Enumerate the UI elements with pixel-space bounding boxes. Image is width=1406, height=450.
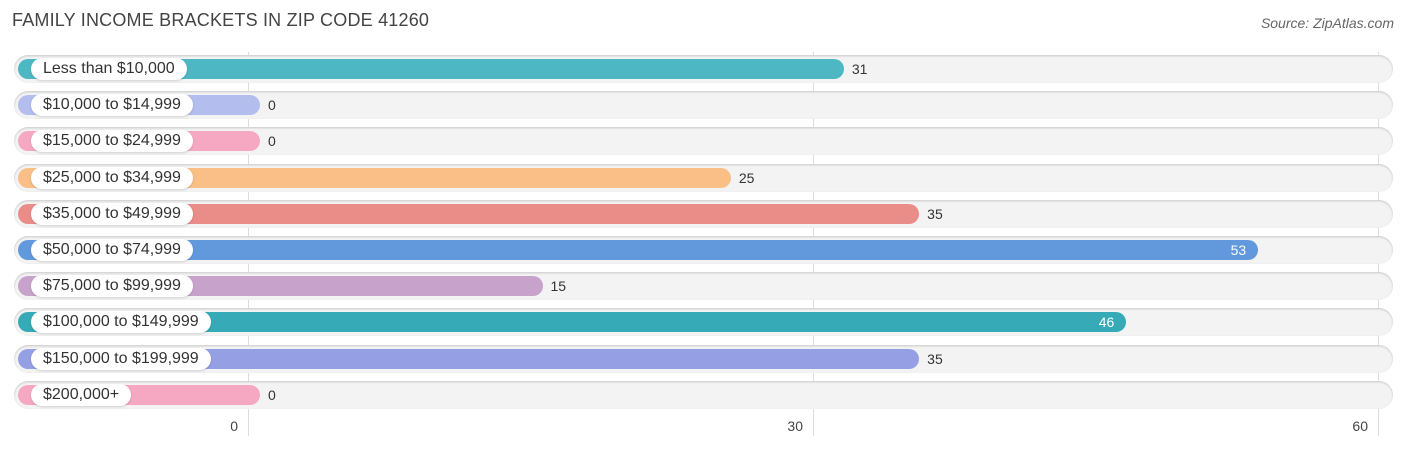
category-label: $35,000 to $49,999 [31,202,193,225]
bar [18,203,920,224]
value-label: 31 [851,61,868,77]
category-label: $100,000 to $149,999 [31,311,211,334]
x-tick-label: 30 [787,418,803,434]
value-label: 25 [738,169,755,186]
x-tick-label: 0 [230,418,238,434]
value-label: 0 [268,97,276,114]
value-label: 53 [1230,242,1247,258]
chart-source: Source: ZipAtlas.com [1260,15,1394,31]
bar [18,59,844,79]
bar [18,312,1127,333]
value-label: 35 [927,350,943,367]
value-label: 0 [268,386,276,403]
x-tick-label: 60 [1352,418,1368,434]
value-label: 15 [550,278,567,295]
category-label: Less than $10,000 [31,58,187,80]
category-label: $50,000 to $74,999 [31,239,193,261]
bar [18,167,731,188]
category-label: $150,000 to $199,999 [31,347,211,370]
bar [18,240,1259,260]
category-label: $25,000 to $34,999 [31,166,193,189]
value-label: 0 [268,133,276,150]
category-label: $15,000 to $24,999 [31,130,193,153]
chart-title: FAMILY INCOME BRACKETS IN ZIP CODE 41260 [12,10,430,30]
category-label: $10,000 to $14,999 [31,94,193,117]
value-label: 35 [927,205,943,222]
category-label: $75,000 to $99,999 [31,275,193,298]
bar [18,348,920,369]
category-label: $200,000+ [31,383,132,406]
value-label: 46 [1098,314,1115,331]
